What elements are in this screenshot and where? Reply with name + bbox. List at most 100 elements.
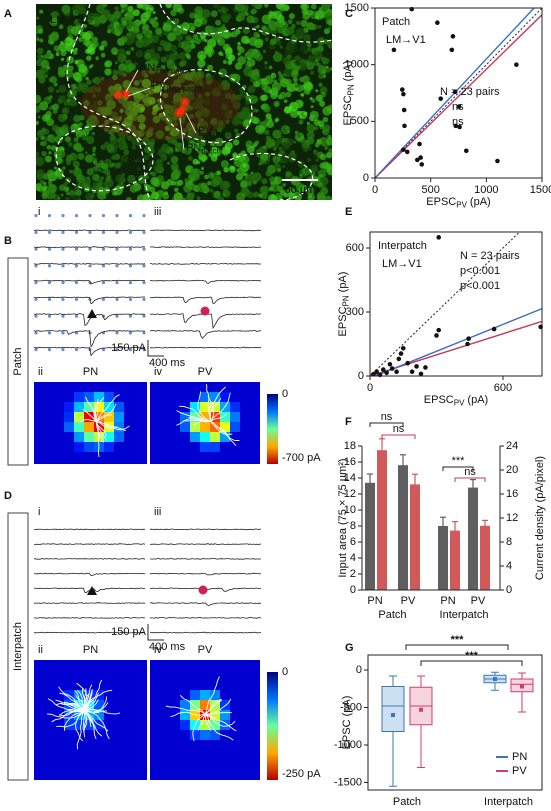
tissue-speck xyxy=(109,134,116,141)
tissue-speck xyxy=(254,140,260,145)
tissue-speck xyxy=(164,191,168,196)
tissue-speck xyxy=(194,37,202,45)
tissue-speck xyxy=(64,37,74,46)
tissue-speck xyxy=(214,190,221,198)
trace xyxy=(150,631,262,634)
tissue-speck xyxy=(136,194,147,200)
tissue-speck xyxy=(328,148,332,153)
tissue-speck xyxy=(225,119,230,124)
scatter-chart: C050010001500050010001500nsnsPatchLM→V1N… xyxy=(342,2,551,210)
tissue-speck xyxy=(52,103,60,111)
colorbar xyxy=(267,394,278,464)
tissue-speck xyxy=(261,14,272,25)
tissue-speck xyxy=(234,128,239,133)
heatmap-cell xyxy=(180,700,190,710)
tissue-speck xyxy=(209,140,216,147)
tissue-speck xyxy=(319,153,327,161)
tissue-speck xyxy=(190,168,194,172)
y-tick-label: -500 xyxy=(340,701,362,713)
side-label: Patch xyxy=(12,347,24,375)
tissue-speck xyxy=(149,7,153,11)
tissue-speck xyxy=(36,94,42,104)
tissue-speck xyxy=(224,114,228,118)
tissue-speck xyxy=(114,155,118,159)
stim-site xyxy=(47,331,52,335)
bar xyxy=(410,484,420,590)
stim-site xyxy=(101,247,106,251)
tissue-speck xyxy=(73,18,81,26)
tissue-speck xyxy=(229,110,233,114)
tissue-speck xyxy=(112,50,118,56)
tissue-speck xyxy=(283,73,288,77)
stim-site xyxy=(142,297,146,301)
tissue-speck xyxy=(191,96,196,101)
tissue-speck xyxy=(268,186,274,192)
stim-site xyxy=(34,214,38,218)
y-tick-label: 12 xyxy=(506,512,518,524)
sig-label: ns xyxy=(381,411,393,423)
heatmap-cell xyxy=(220,412,230,422)
tissue-speck xyxy=(272,15,276,19)
marker-triangle xyxy=(87,586,97,595)
tissue-speck xyxy=(189,113,195,119)
tissue-speck xyxy=(313,50,323,60)
tissue-speck xyxy=(130,86,137,93)
tissue-speck xyxy=(322,185,327,190)
tissue-speck xyxy=(153,164,163,174)
tissue-speck xyxy=(307,42,312,48)
heatmap-cell xyxy=(220,432,230,442)
dendrite xyxy=(84,710,97,739)
heatmap-cell xyxy=(180,710,190,720)
tissue-speck xyxy=(199,31,207,39)
tissue-speck xyxy=(326,166,332,176)
tissue-speck xyxy=(242,163,247,168)
y-tick-label: 10 xyxy=(344,504,356,516)
sig-bracket xyxy=(381,434,416,439)
tissue-speck xyxy=(152,11,156,15)
stim-site xyxy=(128,348,133,352)
stim-site xyxy=(115,348,119,352)
trace xyxy=(33,279,146,285)
stim-site xyxy=(142,331,146,335)
tissue-speck xyxy=(210,154,218,162)
tissue-speck xyxy=(173,79,181,87)
annotation: N = 23 pairs xyxy=(440,86,500,98)
legend-label: PV xyxy=(512,765,527,777)
tissue-speck xyxy=(104,119,110,125)
tissue-speck xyxy=(37,115,41,119)
tissue-speck xyxy=(285,91,292,98)
stim-site xyxy=(101,230,106,234)
tissue-speck xyxy=(85,76,89,81)
tissue-speck xyxy=(261,178,268,185)
tissue-speck xyxy=(131,114,138,122)
tissue-speck xyxy=(318,73,324,79)
sig-bracket xyxy=(405,644,509,650)
tissue-speck xyxy=(306,157,311,162)
heatmap-cell xyxy=(190,432,200,442)
tissue-speck xyxy=(299,176,303,180)
tissue-speck xyxy=(168,152,174,158)
stim-site xyxy=(128,281,133,285)
dendrite xyxy=(55,699,85,711)
dendrite xyxy=(204,676,220,715)
tissue-speck xyxy=(131,145,137,150)
tissue-speck xyxy=(86,87,93,93)
tissue-speck xyxy=(309,24,316,31)
tissue-speck xyxy=(172,139,178,146)
tissue-speck xyxy=(238,121,243,125)
tissue-speck xyxy=(135,49,144,58)
tissue-speck xyxy=(201,9,211,19)
tissue-speck xyxy=(173,26,183,36)
tissue-speck xyxy=(104,169,111,176)
tissue-speck xyxy=(162,92,169,99)
tissue-speck xyxy=(66,56,74,64)
tissue-speck xyxy=(179,70,185,76)
trace xyxy=(149,543,262,545)
data-point xyxy=(399,87,405,92)
tissue-speck xyxy=(152,115,161,124)
stim-site xyxy=(88,264,92,268)
tissue-speck xyxy=(293,191,303,200)
tissue-speck xyxy=(299,45,307,53)
heatmap-cell xyxy=(190,690,200,700)
